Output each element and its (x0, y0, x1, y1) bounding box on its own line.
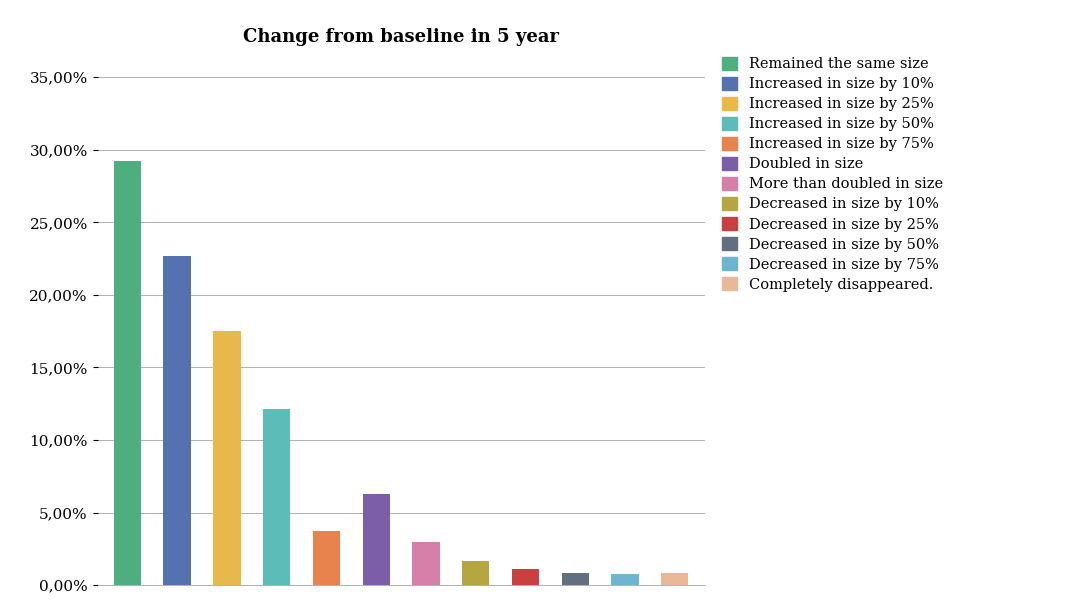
Bar (462, 561, 489, 585)
Bar (164, 256, 191, 585)
Bar (412, 541, 440, 585)
Bar (214, 331, 241, 585)
Bar (313, 532, 340, 585)
Legend: Remained the same size, Increased in size by 10%, Increased in size by 25%, Incr: Remained the same size, Increased in siz… (718, 52, 947, 296)
Title: Change from baseline in 5 year: Change from baseline in 5 year (243, 28, 559, 46)
Bar (362, 495, 390, 585)
Bar (661, 573, 688, 585)
Bar (611, 573, 638, 585)
Bar (562, 573, 589, 585)
Bar (114, 161, 141, 585)
Bar (263, 409, 291, 585)
Bar (512, 569, 539, 585)
